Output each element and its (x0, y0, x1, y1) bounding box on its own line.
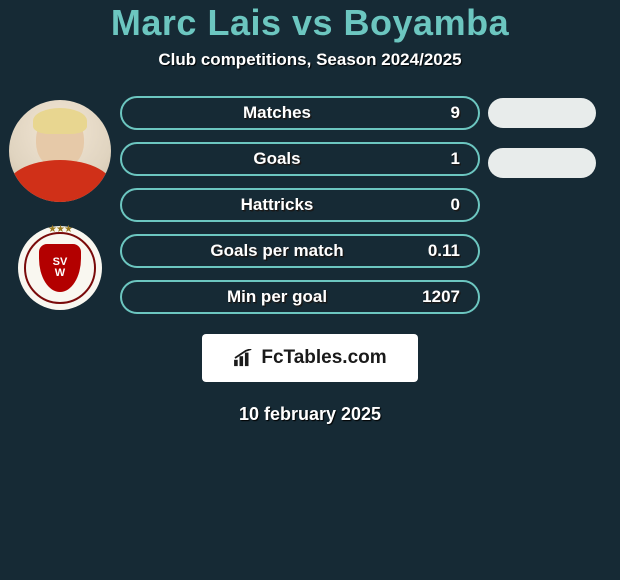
logo-text: FcTables.com (261, 347, 386, 369)
club-badge: ★★★ SV W (18, 226, 102, 310)
stat-row-min-per-goal: Min per goal 1207 (120, 280, 480, 314)
logo-box: FcTables.com (202, 334, 418, 382)
right-column (480, 92, 620, 178)
stat-row-hattricks: Hattricks 0 (120, 188, 480, 222)
subtitle: Club competitions, Season 2024/2025 (158, 50, 461, 70)
club-badge-bottom: W (55, 268, 65, 279)
right-pill-matches (488, 98, 596, 128)
right-pill-goals (488, 148, 596, 178)
stat-label: Min per goal (122, 287, 414, 307)
left-column: ★★★ SV W (0, 92, 120, 310)
stat-value: 0.11 (414, 241, 460, 261)
content-row: ★★★ SV W Matches 9 Goals 1 Hattricks 0 (0, 92, 620, 322)
stat-label: Matches (122, 103, 414, 123)
stats-column: Matches 9 Goals 1 Hattricks 0 Goals per … (120, 92, 480, 314)
stat-value: 1207 (414, 287, 460, 307)
stat-value: 0 (414, 195, 460, 215)
stat-value: 9 (414, 103, 460, 123)
player-avatar (9, 100, 111, 202)
club-stars-icon: ★★★ (48, 224, 72, 235)
stat-value: 1 (414, 149, 460, 169)
page-title: Marc Lais vs Boyamba (111, 2, 509, 44)
date: 10 february 2025 (239, 404, 381, 425)
stat-row-goals-per-match: Goals per match 0.11 (120, 234, 480, 268)
stat-label: Goals per match (122, 241, 414, 261)
stat-label: Goals (122, 149, 414, 169)
stat-label: Hattricks (122, 195, 414, 215)
stat-row-matches: Matches 9 (120, 96, 480, 130)
stat-row-goals: Goals 1 (120, 142, 480, 176)
club-badge-top: SV (53, 257, 68, 268)
bar-chart-icon (233, 349, 255, 367)
